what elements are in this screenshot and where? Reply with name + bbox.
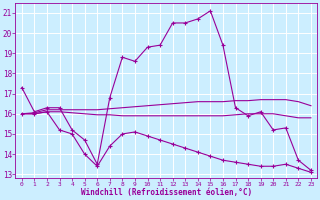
X-axis label: Windchill (Refroidissement éolien,°C): Windchill (Refroidissement éolien,°C) [81,188,252,197]
